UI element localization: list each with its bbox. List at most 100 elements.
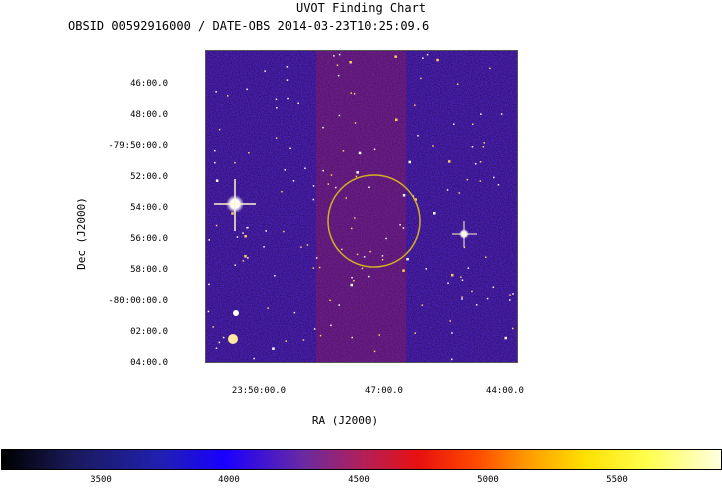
faint-star: [479, 180, 482, 182]
faint-star: [275, 98, 278, 101]
faint-star: [276, 107, 278, 109]
dec-tick-label: 56:00.0: [130, 234, 168, 244]
star: [233, 310, 239, 316]
faint-star: [451, 273, 454, 277]
faint-star: [297, 102, 299, 104]
sky-stars: [207, 53, 514, 361]
faint-star: [369, 250, 371, 253]
faint-star: [448, 160, 451, 163]
faint-star: [353, 280, 355, 282]
faint-star: [234, 161, 236, 164]
faint-star: [215, 91, 217, 93]
faint-star: [350, 92, 352, 94]
faint-star: [286, 79, 289, 81]
faint-star: [253, 357, 255, 360]
faint-star: [247, 226, 249, 229]
faint-star: [512, 293, 514, 295]
faint-star: [208, 283, 210, 286]
sky-noise: [206, 51, 517, 362]
faint-star: [335, 186, 337, 189]
faint-star: [336, 64, 339, 66]
faint-star: [497, 184, 500, 186]
sky-image-canvas[interactable]: [206, 51, 517, 362]
faint-star: [231, 212, 234, 215]
faint-star: [493, 176, 495, 179]
faint-star: [451, 358, 453, 361]
faint-star: [345, 197, 347, 199]
colorbar: [1, 449, 722, 470]
faint-star: [474, 163, 477, 165]
faint-star: [312, 185, 315, 187]
faint-star: [208, 239, 210, 241]
faint-star: [306, 244, 309, 246]
faint-star: [414, 104, 416, 106]
faint-star: [471, 290, 473, 293]
faint-star: [417, 135, 419, 137]
chart-subtitle: OBSID 00592916000 / DATE-OBS 2014-03-23T…: [68, 19, 430, 33]
faint-star: [327, 183, 329, 185]
faint-star: [312, 198, 315, 201]
faint-star: [215, 179, 219, 182]
faint-star: [246, 227, 248, 229]
colorbar-tick-label: 5000: [477, 475, 499, 485]
faint-star: [483, 142, 485, 144]
faint-star: [408, 160, 411, 164]
faint-star: [509, 294, 511, 296]
faint-star: [322, 169, 324, 172]
sky-band: [316, 51, 406, 362]
faint-star: [285, 340, 287, 342]
faint-star: [338, 304, 340, 306]
faint-star: [467, 267, 470, 269]
dec-tick-label: 48:00.0: [130, 110, 168, 120]
faint-star: [215, 224, 218, 227]
faint-star: [246, 88, 248, 91]
faint-star: [341, 248, 343, 251]
faint-star: [373, 350, 376, 353]
faint-star: [436, 58, 439, 62]
faint-star: [486, 297, 489, 300]
faint-star: [248, 152, 250, 154]
faint-star: [421, 304, 423, 306]
faint-star: [275, 137, 278, 139]
faint-star: [368, 275, 370, 278]
colorbar-tick-label: 5500: [606, 475, 628, 485]
faint-star: [293, 311, 296, 314]
faint-star: [356, 253, 359, 256]
faint-star: [485, 256, 487, 258]
faint-star: [236, 236, 239, 238]
faint-star: [274, 275, 276, 277]
faint-star: [414, 198, 417, 201]
faint-star: [287, 97, 289, 100]
faint-star: [315, 257, 318, 259]
dec-tick-label: 04:00.0: [130, 358, 168, 368]
faint-star: [214, 149, 216, 152]
faint-star: [247, 257, 249, 259]
sky-image[interactable]: [205, 50, 518, 363]
faint-star: [381, 259, 384, 261]
faint-star: [453, 123, 455, 125]
faint-star: [356, 171, 359, 174]
faint-star: [354, 122, 357, 124]
dec-tick-label: 46:00.0: [130, 79, 168, 89]
faint-star: [361, 267, 364, 270]
faint-star: [402, 269, 405, 272]
faint-star: [337, 74, 340, 77]
faint-star: [420, 77, 422, 80]
faint-star: [329, 299, 331, 302]
faint-star: [461, 296, 463, 298]
dec-tick-label: 58:00.0: [130, 265, 168, 275]
target-circle-marker[interactable]: [327, 174, 421, 268]
faint-star: [363, 256, 366, 258]
colorbar-tick-label: 3500: [90, 475, 112, 485]
faint-star: [244, 235, 247, 238]
faint-star: [355, 175, 358, 178]
faint-star: [222, 336, 225, 339]
ra-tick-label: 44:00.0: [486, 386, 524, 396]
faint-star: [461, 279, 464, 281]
faint-star: [447, 282, 449, 284]
faint-star: [512, 327, 514, 330]
faint-star: [500, 113, 503, 115]
faint-star: [333, 55, 335, 57]
faint-star: [471, 146, 474, 148]
faint-star: [322, 126, 324, 129]
